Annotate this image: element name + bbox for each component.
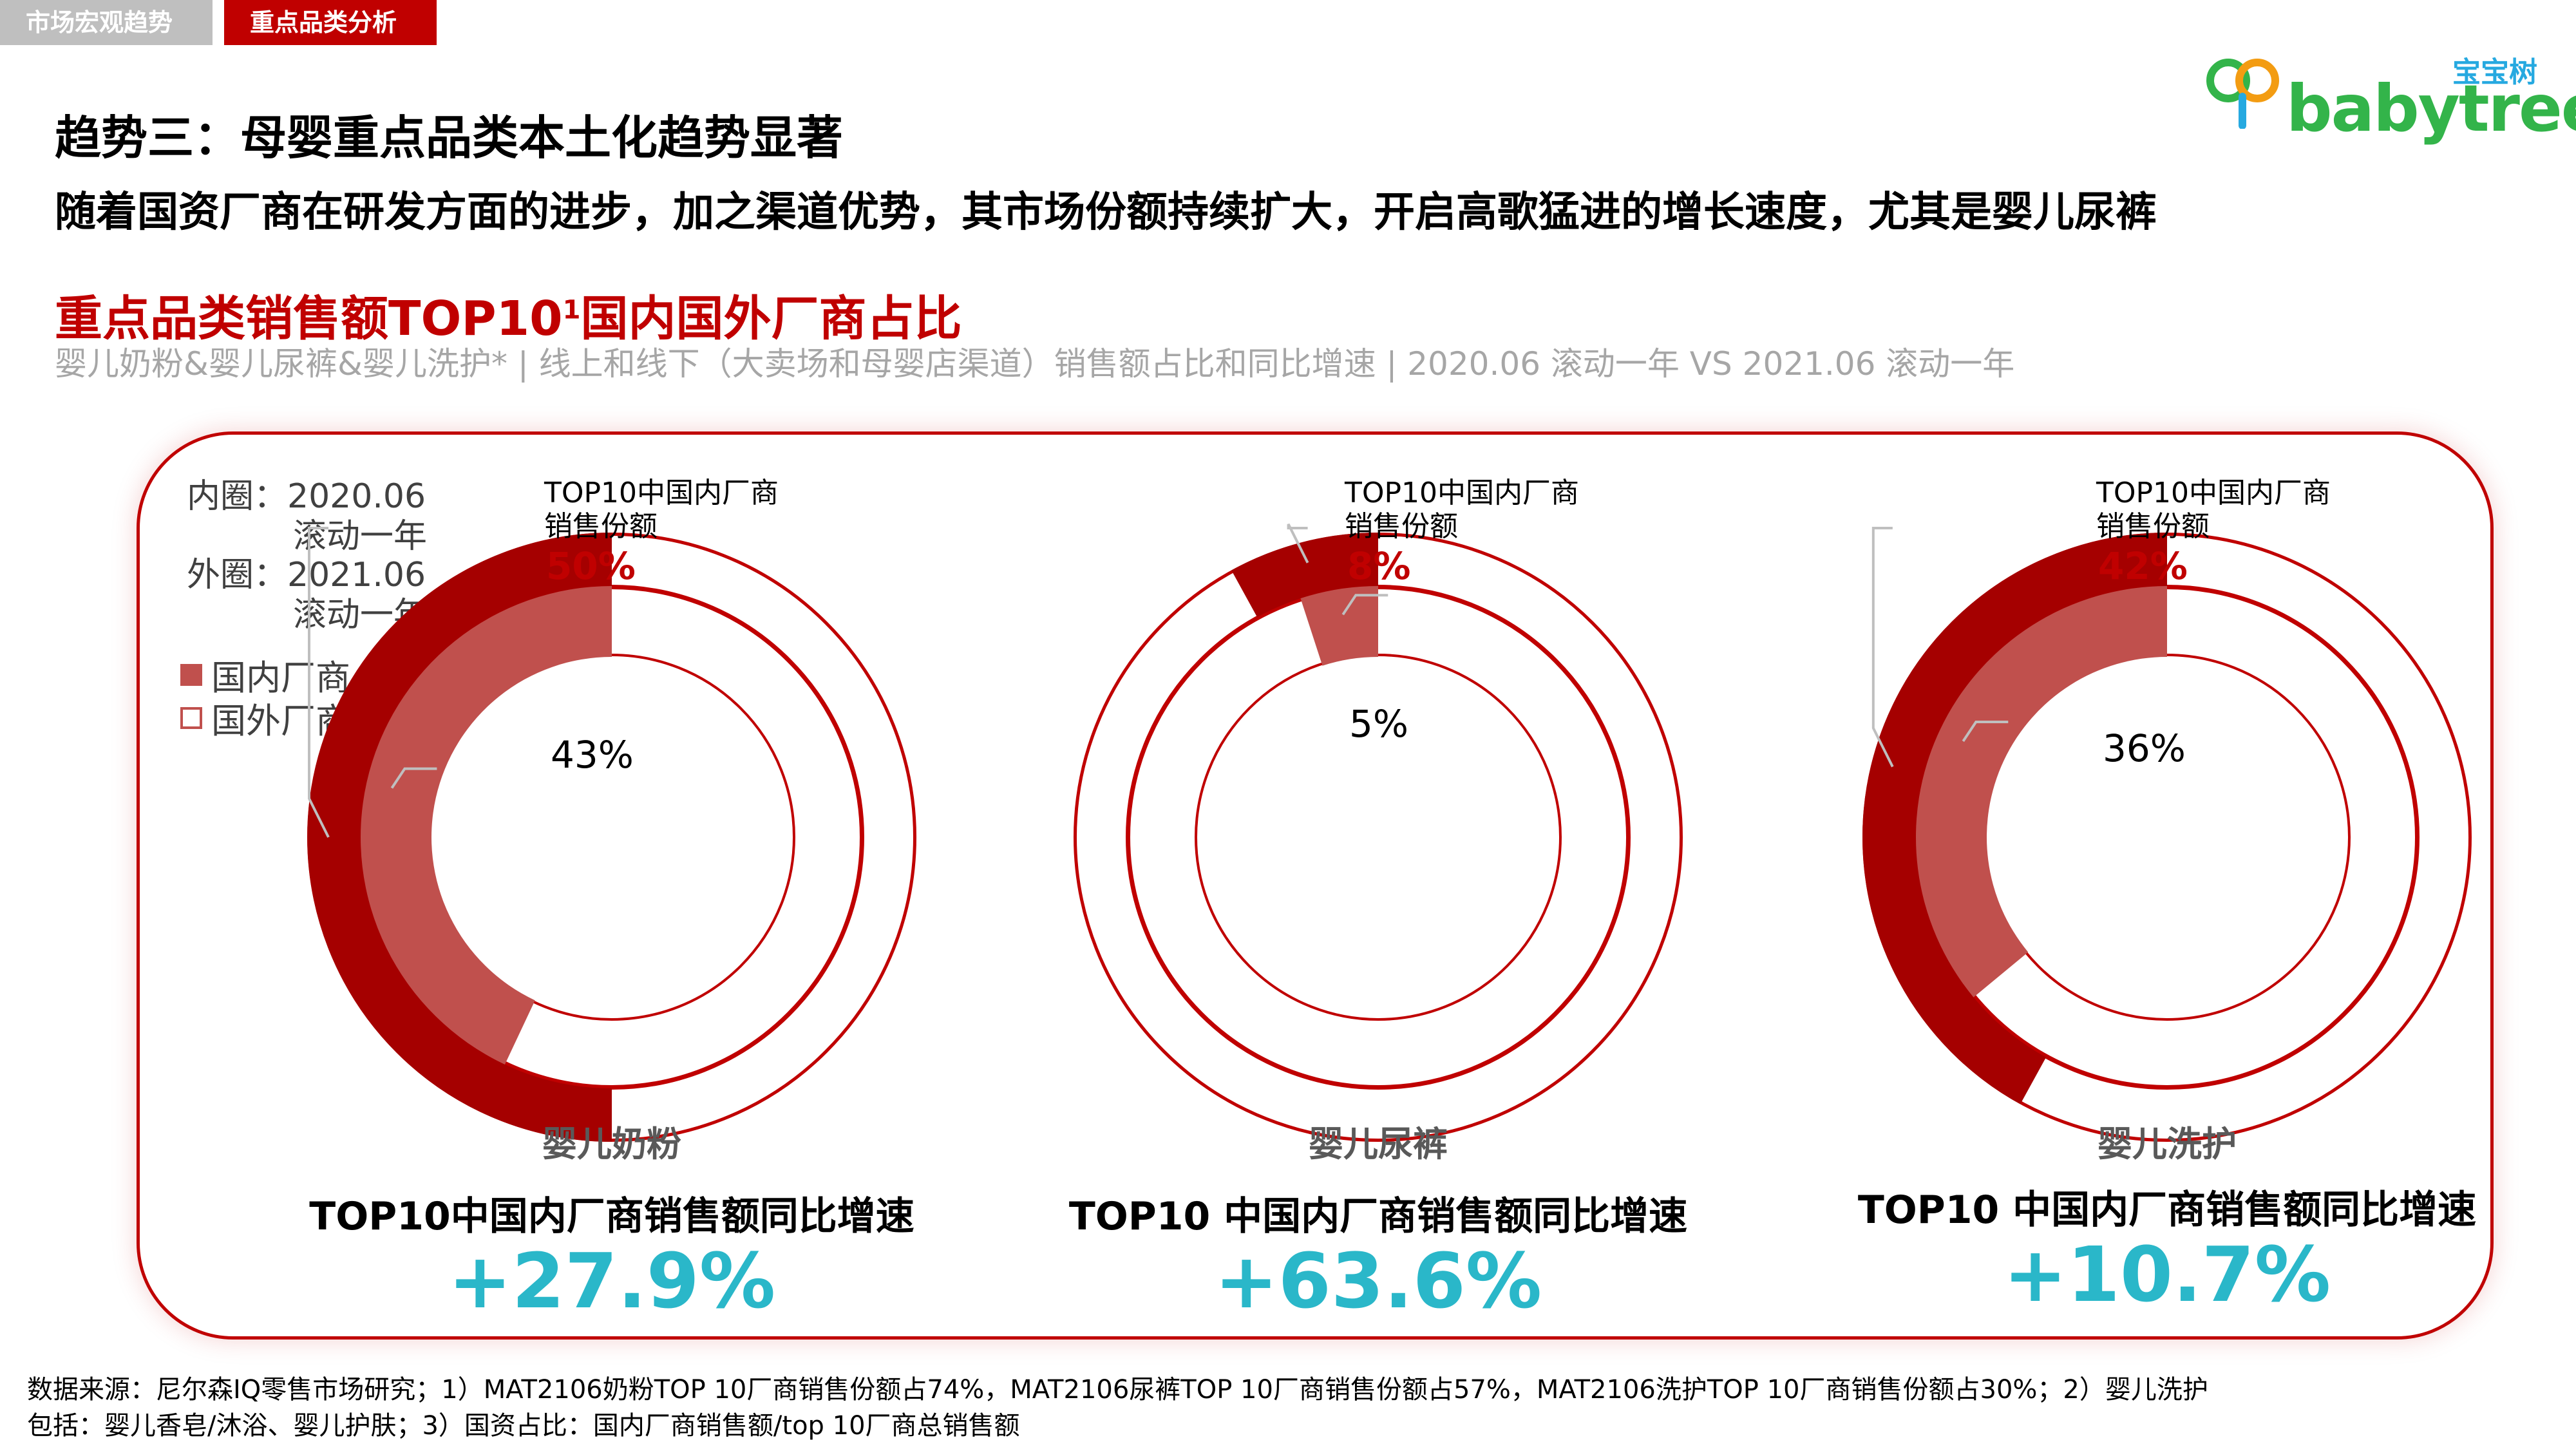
tab-market-macro-trend[interactable]: 市场宏观趋势 <box>0 0 213 45</box>
chart-1-growth-label: TOP10中国内厂商销售额同比增速 <box>309 1194 914 1239</box>
chart-3-growth-label: TOP10 中国内厂商销售额同比增速 <box>1857 1188 2477 1233</box>
chart-1-outer-value: 50% <box>546 544 636 588</box>
charts-panel <box>137 431 2494 1340</box>
chart-2-outer-domestic-slice <box>1231 533 1378 618</box>
legend-outer-label: 外圈：2021.06 <box>187 556 426 594</box>
section-title-text: 重点品类销售额TOP10 <box>55 291 563 346</box>
chart-3-callout-label-2: 销售份额 <box>2096 510 2210 543</box>
chart-3-outer-callout-line <box>1871 527 1894 768</box>
footnote-line-2: 包括：婴儿香皂/沐浴、婴儿护肤；3）国资占比：国内厂商销售额/top 10厂商总… <box>27 1411 1020 1441</box>
chart-2-category: 婴儿尿裤 <box>1309 1124 1448 1164</box>
tab-bar: 市场宏观趋势 重点品类分析 <box>0 0 437 45</box>
chart-2-growth-label: TOP10 中国内厂商销售额同比增速 <box>1068 1194 1688 1239</box>
logo-text-en: babytree <box>2286 71 2576 146</box>
chart-1-inner-value: 43% <box>551 733 634 777</box>
chart-2-outer-callout-line <box>1287 523 1309 564</box>
chart-2-growth-value: +63.6% <box>1214 1236 1542 1325</box>
chart-2-inner-value: 5% <box>1349 702 1409 746</box>
legend-label-domestic: 国内厂商 <box>211 658 350 698</box>
chart-1-category: 婴儿奶粉 <box>542 1124 681 1164</box>
chart-2-inner-ring-foreign <box>1130 589 1626 1085</box>
legend-inner-label: 内圈：2020.06 <box>187 477 426 516</box>
chart-1-outer-domestic-slice <box>307 533 612 1142</box>
footnote-line-1: 数据来源：尼尔森IQ零售市场研究；1）MAT2106奶粉TOP 10厂商销售份额… <box>27 1375 2208 1405</box>
legend-item-domestic: 国内厂商 <box>180 649 350 700</box>
legend-inner-sub: 滚动一年 <box>293 517 428 556</box>
chart-1-outer-callout-line <box>308 527 330 838</box>
chart-3-category: 婴儿洗护 <box>2098 1124 2237 1164</box>
chart-1-callout-label-2: 销售份额 <box>544 510 658 543</box>
legend-swatch-foreign <box>180 706 202 729</box>
chart-1-inner-domestic-slice <box>361 586 612 1065</box>
page-subtitle: 随着国资厂商在研发方面的进步，加之渠道优势，其市场份额持续扩大，开启高歌猛进的增… <box>55 189 2157 236</box>
footnote: 数据来源：尼尔森IQ零售市场研究；1）MAT2106奶粉TOP 10厂商销售份额… <box>27 1372 2410 1444</box>
chart-2-callout-label-2: 销售份额 <box>1345 510 1458 543</box>
legend-swatch-domestic <box>180 663 202 686</box>
chart-3-outer-value: 42% <box>2098 544 2188 588</box>
babytree-logo: babytree 宝宝树 <box>2196 45 2576 146</box>
section-title-suffix: 国内国外厂商占比 <box>580 291 962 346</box>
chart-2-outer-value: 8% <box>1347 544 1411 588</box>
logo-mark-icon <box>2206 59 2279 129</box>
chart-2-inner-callout-line <box>1341 594 1388 616</box>
chart-2-callout-label-1: TOP10中国内厂商 <box>1345 477 1580 509</box>
logo-text-cn: 宝宝树 <box>2452 56 2537 89</box>
chart-1-inner-callout-line <box>390 767 437 789</box>
section-title-footnote-ref: 1 <box>562 295 581 325</box>
chart-2-inner-domestic-slice <box>1300 586 1378 666</box>
section-description: 婴儿奶粉&婴儿尿裤&婴儿洗护* | 线上和线下（大卖场和母婴店渠道）销售额占比和… <box>55 345 2015 383</box>
chart-3-inner-callout-line <box>1962 720 2009 743</box>
chart-3-inner-value: 36% <box>2103 726 2186 770</box>
tab-key-category-analysis[interactable]: 重点品类分析 <box>224 0 437 45</box>
chart-3-inner-domestic-slice <box>1916 586 2167 998</box>
chart-3-callout-label-1: TOP10中国内厂商 <box>2096 477 2331 509</box>
chart-3-outer-domestic-slice <box>1862 533 2167 1104</box>
chart-3-growth-value: +10.7% <box>2003 1230 2331 1319</box>
chart-1-callout-label-1: TOP10中国内厂商 <box>544 477 779 509</box>
section-title: 重点品类销售额TOP101国内国外厂商占比 <box>55 280 961 349</box>
chart-1-growth-value: +27.9% <box>448 1236 776 1325</box>
page-title: 趋势三：母婴重点品类本土化趋势显著 <box>55 111 844 165</box>
